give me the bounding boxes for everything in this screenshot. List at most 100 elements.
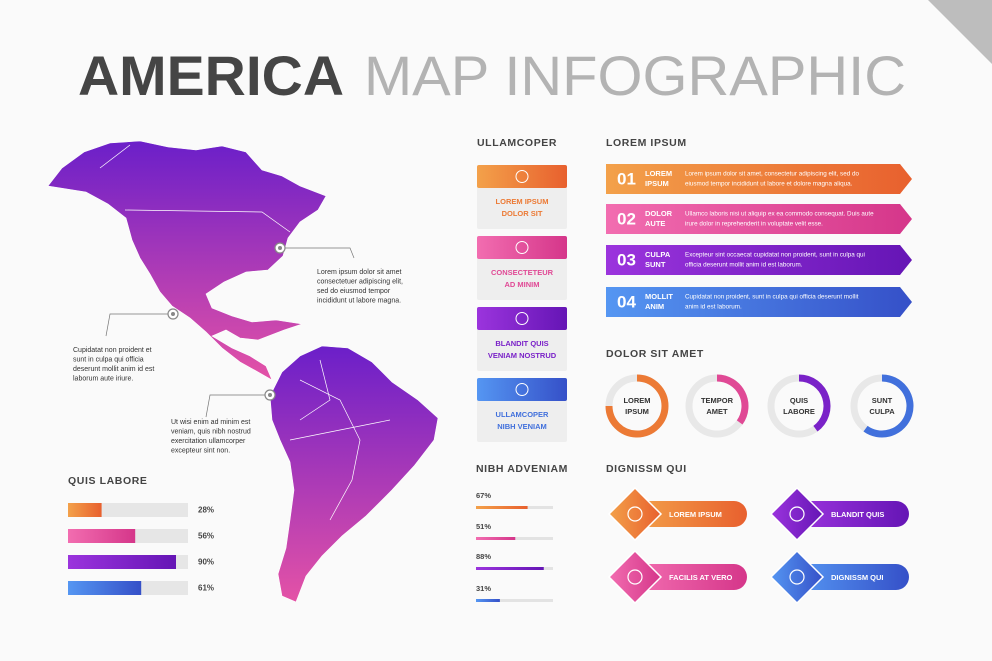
section-title: ULLAMCOPER — [477, 137, 557, 149]
section-title: LOREM IPSUM — [606, 137, 687, 149]
pin-dot — [268, 393, 272, 397]
button-pill[interactable] — [797, 501, 909, 527]
note-line: consectetuer adipiscing elit, — [317, 278, 403, 285]
card-label: CONSECTETEUR — [491, 268, 554, 277]
ring-label: AMET — [706, 407, 728, 416]
button-pill[interactable] — [797, 564, 909, 590]
card-header — [477, 236, 567, 259]
banner — [606, 204, 912, 234]
banner-number: 03 — [617, 250, 636, 269]
pin-dot — [278, 246, 282, 250]
south-america — [269, 345, 439, 603]
card-header — [477, 307, 567, 330]
banner-title: CULPA — [645, 250, 671, 259]
button-diamond — [607, 549, 663, 605]
note-line: exercitation ullamcorper — [171, 438, 246, 445]
banner-number: 04 — [617, 292, 636, 311]
title-light: MAP INFOGRAPHIC — [364, 44, 906, 107]
card-icon — [515, 312, 529, 325]
banner-text: Ullamco laboris nisi ut aliquip ex ea co… — [685, 211, 874, 218]
bar-label: 88% — [476, 552, 491, 561]
bar-label: 31% — [476, 584, 491, 593]
button-label[interactable]: DIGNISSM QUI — [831, 573, 884, 582]
note-line: sed do eiusmod tempor — [317, 288, 391, 295]
borders — [99, 144, 391, 521]
ring-arc — [863, 374, 914, 438]
card-header — [477, 165, 567, 188]
section-title: DOLOR SIT AMET — [606, 348, 704, 360]
banner-number: 02 — [617, 209, 636, 228]
card-icon — [515, 383, 529, 396]
bar — [68, 529, 136, 543]
card-icon — [515, 241, 529, 254]
bar-label: 28% — [198, 506, 214, 515]
button-icon — [789, 506, 805, 522]
ring-arc — [716, 374, 749, 425]
banner-text: officia deserunt mollit anim id est labo… — [685, 262, 803, 269]
button-label[interactable]: FACILIS AT VERO — [669, 573, 733, 582]
banner-title: IPSUM — [645, 179, 669, 188]
title-bold: AMERICA — [78, 44, 344, 107]
button-diamond — [769, 486, 825, 542]
ring-label: TEMPOR — [701, 396, 734, 405]
bar — [68, 503, 102, 517]
button-label[interactable]: BLANDIT QUIS — [831, 510, 884, 519]
note-line: excepteur sint non. — [171, 447, 230, 454]
banner-text: Lorem ipsum dolor sit amet, consectetur … — [685, 171, 859, 178]
bar-label: 90% — [198, 558, 214, 567]
banner — [606, 164, 912, 194]
bar-label: 56% — [198, 532, 214, 541]
card-label: DOLOR SIT — [502, 209, 543, 218]
banner-number: 01 — [617, 169, 636, 188]
leader-line — [205, 394, 270, 418]
ring-label: SUNT — [872, 396, 893, 405]
banner-title: ANIM — [645, 302, 664, 311]
north-america — [47, 140, 327, 381]
card-label: LOREM IPSUM — [496, 197, 549, 206]
button-pill[interactable] — [635, 564, 747, 590]
button-icon — [627, 569, 643, 585]
banner-title: MOLLIT — [645, 292, 673, 301]
card-label: AD MINIM — [505, 280, 540, 289]
bar-label: 67% — [476, 491, 491, 500]
note-line: sunt in culpa qui officia — [73, 356, 144, 363]
note-line: Lorem ipsum dolor sit amet — [317, 269, 401, 276]
banner-text: irure dolor in reprehenderit in voluptat… — [685, 221, 823, 228]
banner-title: LOREM — [645, 169, 672, 178]
button-pill[interactable] — [635, 501, 747, 527]
card-label: BLANDIT QUIS — [495, 339, 548, 348]
bar — [476, 506, 528, 509]
corner — [928, 0, 992, 64]
bar — [476, 567, 544, 570]
pin-dot — [171, 312, 175, 316]
ring-label: CULPA — [869, 407, 895, 416]
ring-label: QUIS — [790, 396, 808, 405]
section-title: NIBH ADVENIAM — [476, 463, 568, 475]
button-label[interactable]: LOREM IPSUM — [669, 510, 722, 519]
banner-title: SUNT — [645, 260, 666, 269]
ring-label: LABORE — [783, 407, 815, 416]
banner-text: Excepteur sint occaecat cupidatat non pr… — [685, 252, 865, 259]
bar — [68, 555, 176, 569]
note-line: laborum aute iriure. — [73, 375, 133, 382]
card-header — [477, 378, 567, 401]
note-line: Ut wisi enim ad minim est — [171, 419, 250, 426]
button-diamond — [607, 486, 663, 542]
bar — [68, 581, 142, 595]
bar — [476, 599, 500, 602]
note-line: Cupidatat non proident et — [73, 347, 152, 354]
banner-text: eiusmod tempor incididunt ut labore et d… — [685, 181, 853, 188]
bar — [476, 537, 516, 540]
banner — [606, 245, 912, 275]
section-title: DIGNISSM QUI — [606, 463, 687, 475]
ring-arc — [605, 374, 669, 438]
note-line: incididunt ut labore magna. — [317, 297, 401, 304]
banner-title: AUTE — [645, 219, 665, 228]
bar-track — [476, 599, 553, 602]
card-label: ULLAMCOPER — [496, 410, 549, 419]
bar-label: 61% — [198, 584, 214, 593]
banner-text: Cupidatat non proident, sunt in culpa qu… — [685, 294, 859, 301]
banner-text: anim id est laborum. — [685, 304, 742, 311]
